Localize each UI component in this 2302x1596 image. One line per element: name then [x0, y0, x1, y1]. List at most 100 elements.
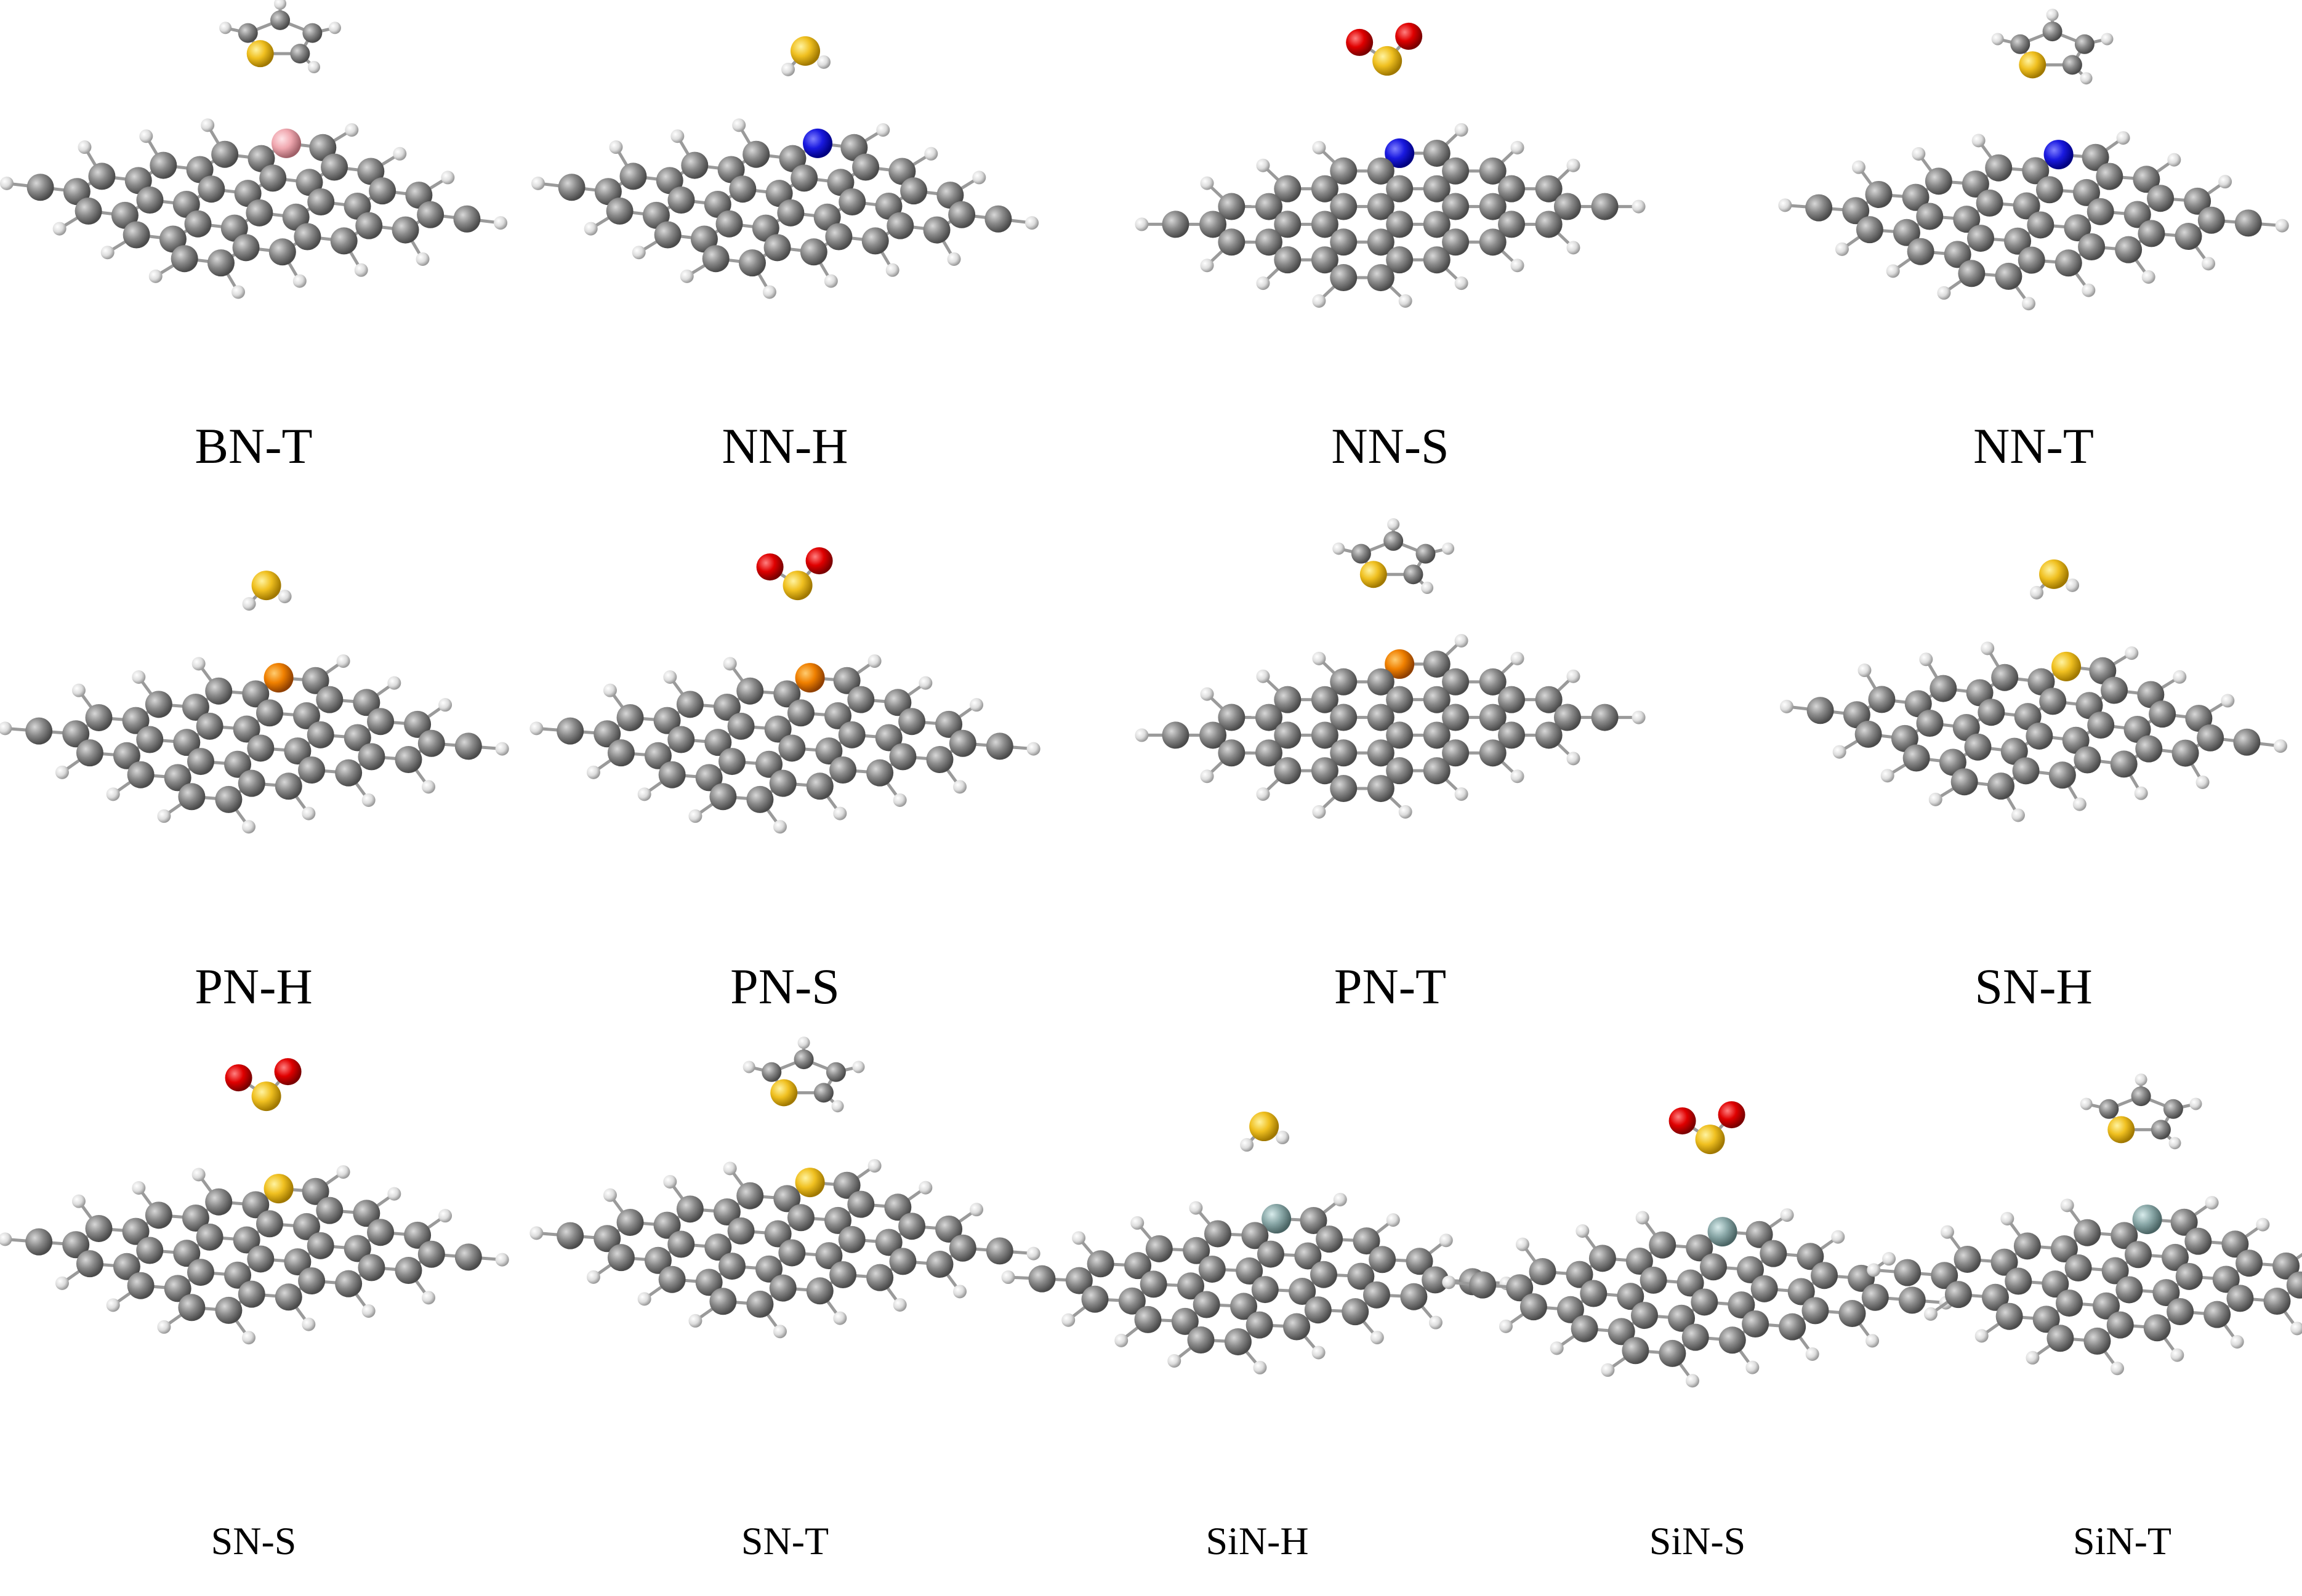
atom — [970, 1203, 984, 1217]
atom — [1406, 1248, 1433, 1275]
atom — [0, 1232, 12, 1246]
atom — [172, 190, 200, 218]
atom — [182, 693, 209, 721]
atom — [1200, 687, 1214, 701]
atom — [1718, 1326, 1746, 1354]
atom — [1566, 241, 1580, 255]
atom — [330, 227, 358, 255]
atom — [1801, 1297, 1829, 1325]
atom — [1386, 1213, 1400, 1227]
atom — [531, 176, 545, 190]
atom — [847, 686, 875, 713]
atom — [215, 1296, 243, 1324]
atom — [773, 1325, 787, 1339]
atom — [866, 1264, 894, 1291]
atom — [637, 787, 651, 801]
atom — [127, 1272, 155, 1299]
atom — [251, 1081, 281, 1112]
atom — [2062, 726, 2090, 754]
atom — [1311, 757, 1338, 785]
atom — [2132, 1205, 2162, 1235]
atom — [1255, 739, 1282, 767]
panel-label: PN-H — [195, 958, 312, 1014]
atom — [695, 764, 723, 792]
atom — [795, 1168, 825, 1198]
atom — [392, 216, 419, 244]
atom — [2131, 1086, 2151, 1107]
atom — [1891, 724, 1918, 752]
atom — [1928, 792, 1942, 806]
atom — [986, 1237, 1013, 1265]
atom — [805, 547, 833, 575]
atom — [833, 806, 847, 820]
atom — [702, 245, 730, 273]
atom — [2087, 198, 2114, 225]
atom — [184, 210, 212, 238]
atom — [1330, 775, 1358, 803]
atom — [1966, 679, 1994, 707]
atom — [2272, 1252, 2300, 1280]
atom — [1566, 1261, 1593, 1288]
atom — [2123, 201, 2151, 228]
atom — [274, 1058, 302, 1086]
molecule-panel — [529, 1037, 1040, 1339]
atom — [1342, 1298, 1369, 1326]
atom — [1953, 206, 1981, 233]
molecule-panel — [529, 547, 1040, 834]
atom — [619, 162, 647, 190]
atom — [284, 1248, 312, 1276]
atom — [1072, 1231, 1086, 1245]
atom — [1330, 704, 1358, 731]
atom — [2163, 1099, 2183, 1119]
atom — [1691, 1288, 1718, 1316]
atom — [2111, 1222, 2138, 1249]
atom — [755, 750, 783, 778]
atom — [815, 737, 843, 765]
atom — [1479, 157, 1507, 185]
atom — [1330, 264, 1358, 292]
atom — [186, 156, 214, 183]
atom — [1061, 1313, 1076, 1327]
atom — [1183, 1237, 1210, 1264]
atom — [302, 1177, 329, 1205]
atom — [270, 10, 291, 30]
atom — [2011, 808, 2025, 822]
atom — [2089, 657, 2117, 684]
atom — [1668, 1107, 1696, 1135]
atom — [1200, 259, 1214, 273]
atom — [1256, 787, 1270, 801]
atom — [1950, 768, 1978, 796]
atom — [1372, 46, 1403, 76]
atom — [307, 60, 320, 73]
atom — [885, 263, 899, 277]
panel-label: SN-H — [1974, 958, 2092, 1014]
atom — [1940, 1225, 1954, 1239]
atom — [586, 765, 600, 779]
atom — [781, 62, 795, 76]
atom — [1962, 170, 1989, 198]
atom — [52, 222, 66, 236]
atom — [867, 654, 882, 668]
atom — [1255, 228, 1282, 256]
atom — [923, 216, 951, 244]
atom — [1519, 1293, 1547, 1321]
molecule-panel — [1867, 1073, 2302, 1376]
atom — [1851, 160, 1865, 174]
atom — [764, 1220, 792, 1248]
atom — [727, 1217, 755, 1245]
atom — [1276, 1131, 1290, 1145]
atom — [1351, 543, 1371, 564]
atom — [1310, 1261, 1337, 1288]
atom — [1330, 193, 1358, 220]
atom — [336, 1165, 350, 1179]
atom — [393, 146, 407, 161]
atom — [1535, 211, 1563, 238]
atom — [307, 721, 334, 748]
atom — [219, 22, 232, 34]
atom — [1256, 158, 1270, 172]
atom — [345, 123, 359, 137]
atom — [794, 1049, 814, 1070]
atom — [919, 1181, 933, 1195]
atom — [1591, 193, 1619, 220]
atom — [1367, 704, 1394, 731]
